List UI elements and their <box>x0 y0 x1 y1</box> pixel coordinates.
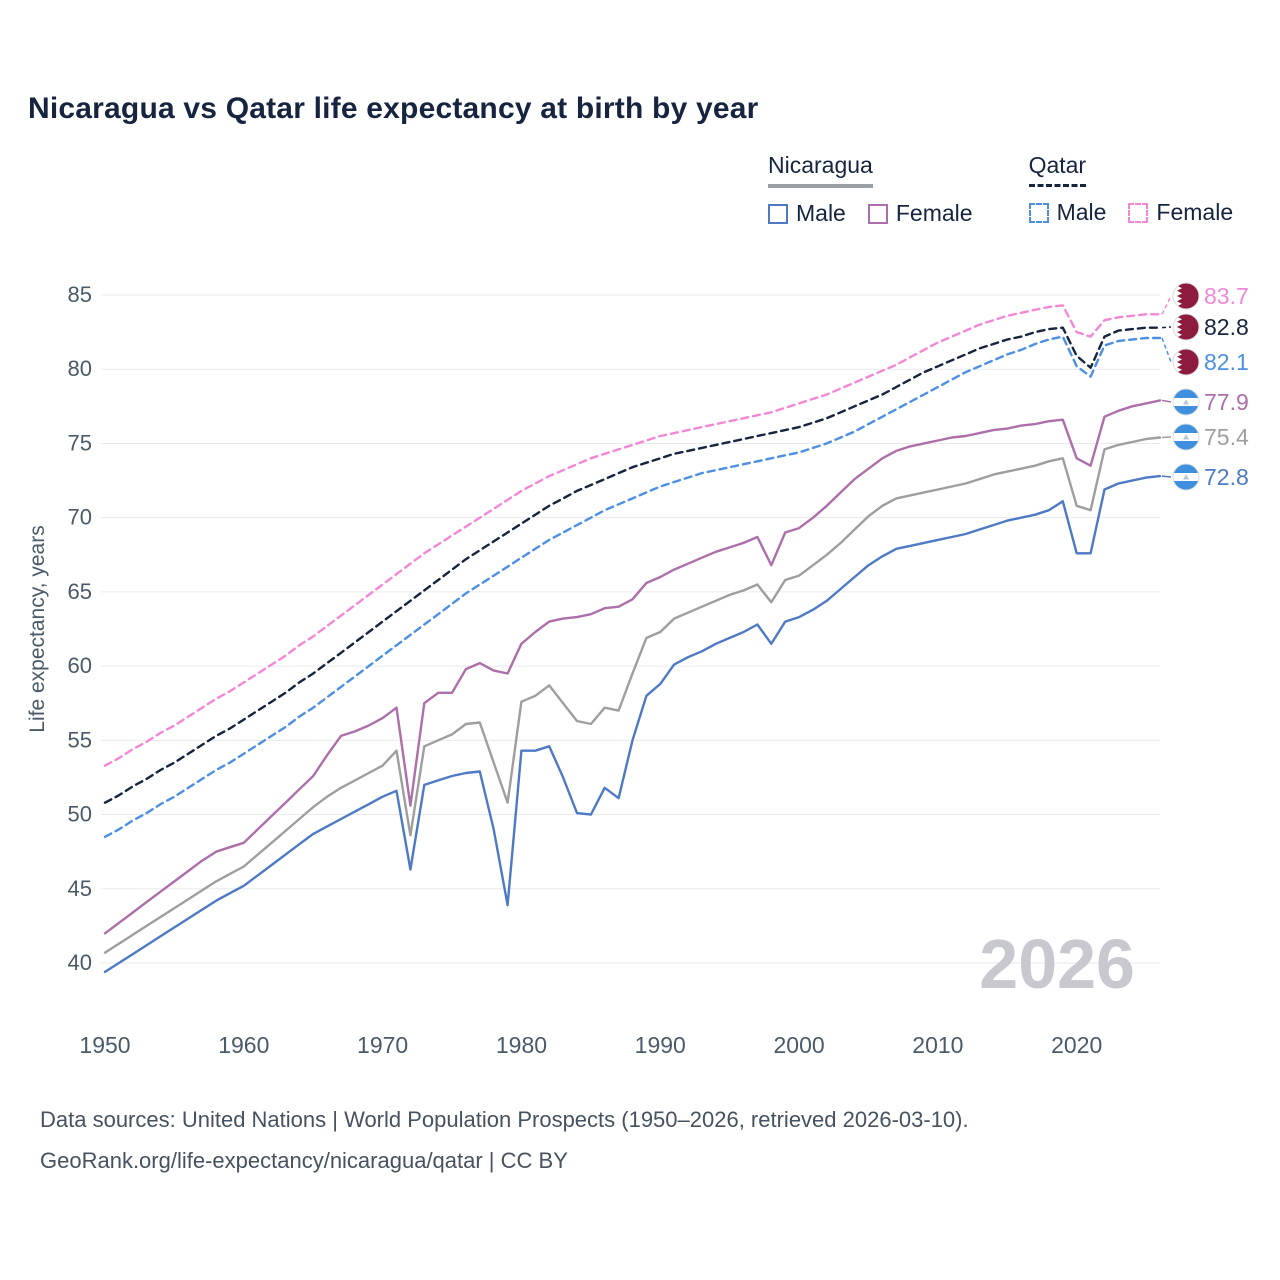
series-line-qatar-both-sexes <box>103 326 1162 804</box>
flag-qatar-icon <box>1172 348 1200 376</box>
footer-attribution: GeoRank.org/life-expectancy/nicaragua/qa… <box>40 1147 568 1173</box>
legend-item-nicaragua-female: Female <box>867 200 973 227</box>
y-tick-label: 75 <box>68 430 92 455</box>
end-value-qatar-male: 82.1 <box>1204 349 1249 375</box>
legend: Nicaragua Male Female Qatar Male <box>768 152 1233 227</box>
series-line-qatar-female <box>103 304 1162 767</box>
series-line-nicaragua-both-sexes <box>103 436 1162 954</box>
y-tick-label: 65 <box>68 579 92 604</box>
end-label-connector <box>1161 475 1172 478</box>
footer: Data sources: United Nations | World Pop… <box>40 1100 969 1181</box>
end-value-nicaragua-male: 72.8 <box>1204 464 1249 490</box>
y-axis-label: Life expectancy, years <box>26 525 49 732</box>
footer-data-sources: Data sources: United Nations | World Pop… <box>40 1107 969 1132</box>
y-tick-label: 60 <box>68 653 92 678</box>
legend-group-qatar: Qatar Male Female <box>1028 152 1233 227</box>
legend-item-qatar-female: Female <box>1128 199 1233 226</box>
end-label-connector <box>1161 337 1172 363</box>
y-tick-label: 70 <box>68 505 92 530</box>
legend-header-qatar: Qatar <box>1028 152 1087 187</box>
flag-qatar-icon <box>1172 282 1200 310</box>
legend-swatch-qatar-male <box>1028 202 1049 223</box>
flag-nicaragua-icon <box>1172 388 1200 416</box>
page-title: Nicaragua vs Qatar life expectancy at bi… <box>28 92 759 125</box>
y-tick-label: 85 <box>68 282 92 307</box>
legend-row-qatar: Male Female <box>1028 199 1233 226</box>
y-tick-label: 55 <box>68 727 92 752</box>
legend-group-nicaragua: Nicaragua Male Female <box>768 152 973 227</box>
flag-nicaragua-icon <box>1172 423 1200 451</box>
y-tick-label: 80 <box>68 356 92 381</box>
legend-label-qatar-male: Male <box>1056 199 1107 225</box>
end-label-connector <box>1161 399 1172 403</box>
legend-header-nicaragua: Nicaragua <box>768 152 873 188</box>
legend-label-nicaragua-male: Male <box>796 200 846 226</box>
end-label-connector <box>1161 326 1172 329</box>
series-line-nicaragua-male <box>103 474 1162 974</box>
legend-item-nicaragua-male: Male <box>768 200 846 227</box>
legend-label-nicaragua-female: Female <box>895 200 973 226</box>
legend-row-nicaragua: Male Female <box>768 200 973 227</box>
x-tick-label: 2020 <box>1051 1032 1102 1058</box>
legend-item-qatar-male: Male <box>1028 199 1107 226</box>
x-tick-label: 1970 <box>357 1032 408 1058</box>
flag-nicaragua-icon <box>1172 463 1200 491</box>
x-tick-label: 1950 <box>79 1032 130 1058</box>
legend-label-qatar-female: Female <box>1156 199 1234 225</box>
series-line-qatar-male <box>103 335 1162 838</box>
x-tick-label: 1990 <box>635 1032 686 1058</box>
x-tick-label: 1960 <box>218 1032 269 1058</box>
series-line-nicaragua-female <box>103 399 1162 935</box>
x-tick-label: 1980 <box>496 1032 547 1058</box>
flag-qatar-icon <box>1172 313 1200 341</box>
end-value-qatar-both-sexes: 82.8 <box>1204 314 1249 340</box>
watermark-year: 2026 <box>979 925 1135 1003</box>
y-tick-label: 40 <box>68 950 92 975</box>
x-tick-label: 2000 <box>773 1032 824 1058</box>
y-tick-label: 45 <box>68 876 92 901</box>
end-label-connector <box>1161 436 1172 439</box>
legend-swatch-qatar-female <box>1128 202 1149 223</box>
y-tick-label: 50 <box>68 802 92 827</box>
legend-swatch-nicaragua-male <box>768 203 788 224</box>
legend-swatch-nicaragua-female <box>867 203 888 224</box>
x-tick-label: 2010 <box>912 1032 963 1058</box>
end-value-qatar-female: 83.7 <box>1204 283 1249 309</box>
end-value-nicaragua-both-sexes: 75.4 <box>1204 424 1249 450</box>
end-label-connector <box>1161 295 1172 315</box>
end-value-nicaragua-female: 77.9 <box>1204 389 1249 415</box>
